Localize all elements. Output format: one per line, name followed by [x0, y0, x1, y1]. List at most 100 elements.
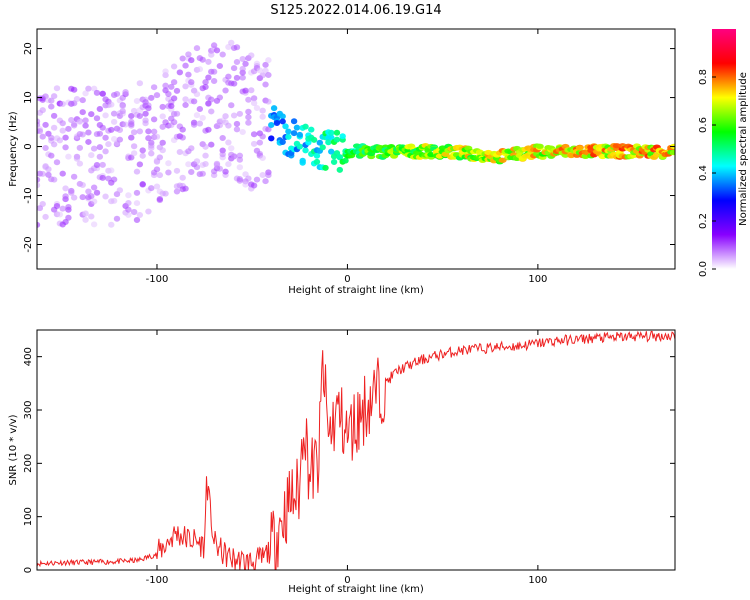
spectrogram-cell [290, 130, 298, 137]
spectrogram-cell [145, 105, 152, 112]
colorbar-tick-label: 0.8 [698, 69, 709, 85]
spectrogram-cell [59, 127, 66, 134]
spectrogram-cell [136, 80, 144, 87]
spectrogram-cell [73, 95, 81, 102]
spectrogram-cell [93, 89, 101, 96]
y-tick-label: 0 [23, 567, 34, 573]
y-tick-label: 0 [23, 143, 34, 149]
spectrogram-cell [37, 176, 41, 183]
spectrogram-cell [216, 94, 224, 101]
spectrogram-cell [156, 154, 164, 161]
spectrogram-cell [108, 126, 115, 133]
spectrogram-cell [222, 87, 229, 94]
spectrogram-cell [130, 129, 138, 136]
spectrogram-cell [285, 128, 292, 135]
spectrogram-cell [262, 81, 269, 88]
spectrogram-cell [316, 139, 324, 146]
spectrogram-cell [245, 96, 252, 103]
spectrogram-cell [236, 177, 244, 184]
spectrogram-cell [148, 145, 155, 152]
spectrogram-cell [125, 211, 132, 218]
spectrogram-cell [188, 145, 195, 152]
spectrogram-cell [62, 219, 69, 226]
spectrogram-cell [82, 117, 89, 124]
spectrogram-cell [239, 129, 246, 136]
spectrogram-cell [139, 152, 146, 159]
spectrogram-cell [296, 143, 304, 150]
snr-x-ticks: -100 0 100 [146, 330, 547, 586]
spectrogram-cell [65, 125, 72, 132]
y-tick-label: 20 [23, 42, 34, 55]
spectrogram-cell [190, 98, 198, 105]
spectrogram-cell [168, 103, 175, 110]
spectrogram-cell [148, 94, 155, 101]
spectrogram-cell [162, 68, 169, 75]
spectrogram-cell [50, 124, 58, 131]
spectrogram-cell [248, 87, 255, 94]
spectrogram-cell [182, 185, 189, 192]
spectrogram-cell [125, 206, 132, 213]
spectrogram-cell [567, 152, 576, 159]
spectrogram-cell [153, 133, 161, 140]
spectrogram-cell [110, 118, 118, 125]
spectrogram-cell [193, 45, 201, 52]
spectrogram-cell [222, 113, 229, 120]
spectrogram-cell [42, 213, 49, 220]
spectrogram-cell [73, 155, 81, 162]
spectrogram-cell [79, 182, 86, 189]
spectrogram-cell [48, 103, 55, 110]
y-tick-label: 10 [23, 91, 34, 104]
spectrogram-cell [328, 134, 335, 141]
spectrogram-cell [313, 152, 321, 159]
spectrogram-cell [330, 158, 338, 165]
spectrogram-cell [190, 121, 198, 128]
spectrogram-cell [233, 126, 241, 133]
spectrogram-cell [225, 139, 232, 146]
spectrogram-cell [70, 173, 78, 180]
spectrogram-cell [259, 133, 266, 140]
spectrogram-cell [202, 160, 209, 167]
spectrogram-cell [130, 150, 138, 157]
spectrogram-cell [170, 79, 178, 86]
spectrogram-cell [205, 74, 212, 81]
y-tick-label: 400 [23, 347, 34, 366]
spectrogram-cell [193, 164, 201, 171]
spectrogram-cell [290, 118, 298, 125]
spectrogram-cell [159, 103, 166, 110]
spectrogram-cell [196, 120, 204, 127]
x-tick-label: -100 [146, 575, 169, 586]
spectrogram-cell [170, 119, 178, 126]
spectrogram-cell [236, 152, 244, 159]
spectrogram-cell [245, 108, 252, 115]
spectrogram-cell [193, 158, 201, 165]
spectrogram-cell [236, 110, 244, 117]
spectrogram-cell [216, 165, 224, 172]
spectrogram-cell [219, 51, 226, 58]
spectrogram-cell [265, 126, 272, 133]
spectrogram-cell [612, 143, 621, 149]
spectrogram-cell [39, 200, 46, 207]
spectrogram-cell [250, 182, 258, 189]
spectrogram-cell [62, 144, 69, 151]
spectrogram-x-axis-label: Height of straight line (km) [288, 285, 424, 296]
spectrogram-cell [268, 135, 275, 142]
spectrogram-cell [136, 128, 144, 135]
spectrogram-cell [62, 193, 69, 200]
spectrogram-cell [39, 170, 46, 177]
spectrogram-cell [208, 51, 215, 58]
spectrogram-cell [102, 148, 109, 155]
spectrogram-cell [99, 161, 106, 168]
spectrogram-cell [182, 83, 189, 90]
spectrogram-cell [202, 83, 209, 90]
snr-plot-area [37, 330, 675, 570]
spectrogram-cell [179, 134, 186, 141]
spectrogram-y-axis-label: Frequency (Hz) [8, 111, 19, 187]
spectrogram-cell [125, 200, 132, 207]
spectrogram-cell [250, 140, 258, 147]
spectrogram-cell [130, 143, 138, 150]
spectrogram-cell [202, 143, 209, 150]
spectrogram-cell [165, 169, 172, 176]
spectrogram-cell [173, 167, 181, 174]
spectrogram-cell [179, 55, 186, 62]
spectrogram-cell [575, 145, 584, 151]
